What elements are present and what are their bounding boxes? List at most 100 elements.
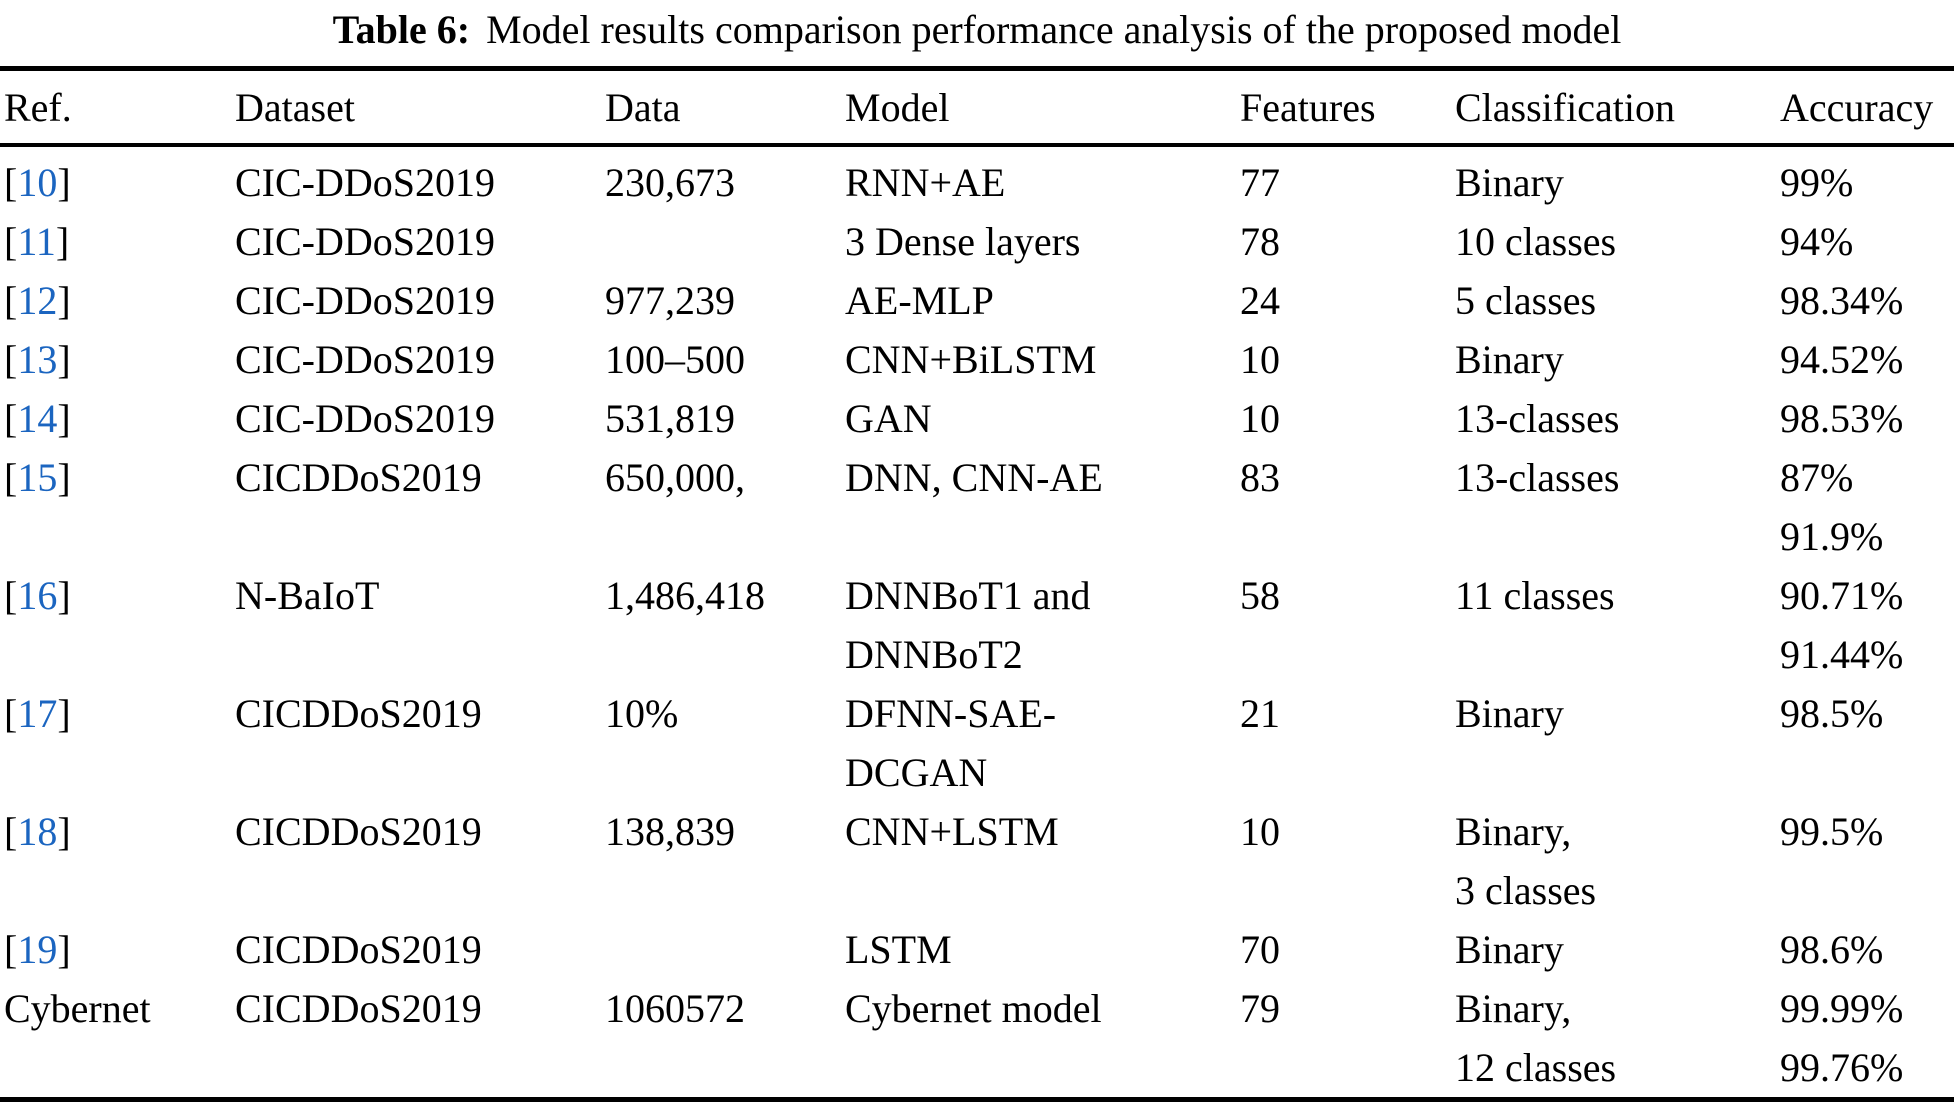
features-cell: 10	[1240, 396, 1280, 441]
classification-cell: Binary	[1455, 160, 1564, 205]
accuracy-cell: 94.52%	[1780, 337, 1904, 382]
classification-cell: Binary, 3 classes	[1455, 809, 1597, 913]
table-caption-label: Table 6:	[332, 7, 471, 52]
features-cell: 78	[1240, 219, 1280, 264]
column-header-accuracy: Accuracy	[1780, 68, 1954, 147]
accuracy-cell: 87% 91.9%	[1780, 455, 1884, 559]
bracket-open: [	[4, 691, 18, 736]
ref-link[interactable]: 12	[17, 278, 58, 323]
classification-cell: Binary	[1455, 927, 1564, 972]
table-row: [15] CICDDoS2019 650,000, DNN, CNN-AE 83 13-c…	[0, 448, 1954, 566]
data-cell: 1060572	[605, 986, 745, 1031]
ref-link[interactable]: 15	[17, 455, 58, 500]
ref-link[interactable]: 16	[17, 573, 58, 618]
features-cell: 58	[1240, 573, 1280, 618]
bracket-close: ]	[57, 927, 71, 972]
model-cell: 3 Dense layers	[845, 219, 1081, 264]
ref-link[interactable]: 17	[17, 691, 58, 736]
features-cell: 70	[1240, 927, 1280, 972]
table-row: [13] CIC-DDoS2019 100–500 CNN+BiLSTM 10 Binar…	[0, 330, 1954, 389]
ref-link[interactable]: 13	[17, 337, 58, 382]
table-row: [16] N-BaIoT 1,486,418 DNNBoT1 and DNNBoT2 5…	[0, 566, 1954, 684]
accuracy-cell: 94%	[1780, 219, 1854, 264]
bracket-open: [	[4, 396, 18, 441]
table-body: [10] CIC-DDoS2019 230,673 RNN+AE 77 Binary 99%…	[0, 145, 1954, 1100]
data-cell: 531,819	[605, 396, 735, 441]
ref-cell: [16]	[0, 566, 235, 684]
model-cell: CNN+BiLSTM	[845, 337, 1097, 382]
bracket-close: ]	[57, 573, 71, 618]
features-cell: 10	[1240, 809, 1280, 854]
classification-cell: 13-classes	[1455, 396, 1620, 441]
ref-link[interactable]: 10	[17, 160, 58, 205]
dataset-cell: CICDDoS2019	[235, 691, 482, 736]
model-cell: DNN, CNN-AE	[845, 455, 1103, 500]
ref-cell: [10]	[0, 145, 235, 212]
dataset-cell: CICDDoS2019	[235, 927, 482, 972]
accuracy-cell: 98.5%	[1780, 691, 1884, 736]
header-row: Ref. Dataset Data Model Features Classif…	[0, 68, 1954, 147]
column-header-features: Features	[1240, 68, 1455, 147]
classification-cell: 13-classes	[1455, 455, 1620, 500]
data-cell: 1,486,418	[605, 573, 765, 618]
ref-cell: [19]	[0, 920, 235, 979]
table-row: [12] CIC-DDoS2019 977,239 AE-MLP 24 5 classes…	[0, 271, 1954, 330]
data-cell: 977,239	[605, 278, 735, 323]
column-header-classification: Classification	[1455, 68, 1780, 147]
row-label: Cybernet	[4, 986, 151, 1031]
table-row: [11] CIC-DDoS2019 3 Dense layers 78 10 class…	[0, 212, 1954, 271]
bracket-open: [	[4, 455, 18, 500]
bracket-close: ]	[55, 219, 70, 264]
features-cell: 21	[1240, 691, 1280, 736]
data-cell: 650,000,	[605, 455, 745, 500]
dataset-cell: CIC-DDoS2019	[235, 278, 496, 323]
ref-cell: [14]	[0, 389, 235, 448]
bracket-open: [	[4, 160, 18, 205]
column-header-dataset: Dataset	[235, 68, 605, 147]
dataset-cell: N-BaIoT	[235, 573, 380, 618]
dataset-cell: CICDDoS2019	[235, 809, 482, 854]
ref-link[interactable]: 14	[17, 396, 58, 441]
accuracy-cell: 98.6%	[1780, 927, 1884, 972]
dataset-cell: CIC-DDoS2019	[235, 219, 496, 264]
dataset-cell: CIC-DDoS2019	[235, 337, 496, 382]
bracket-open: [	[4, 337, 18, 382]
ref-cell: Cybernet	[0, 979, 235, 1100]
classification-cell: 5 classes	[1455, 278, 1597, 323]
column-header-data: Data	[605, 68, 845, 147]
features-cell: 77	[1240, 160, 1280, 205]
data-cell: 230,673	[605, 160, 735, 205]
table-row: [18] CICDDoS2019 138,839 CNN+LSTM 10 Binary, …	[0, 802, 1954, 920]
bracket-close: ]	[57, 160, 71, 205]
bracket-close: ]	[57, 691, 71, 736]
column-header-model: Model	[845, 68, 1240, 147]
ref-link[interactable]: 18	[17, 809, 58, 854]
bracket-open: [	[4, 927, 18, 972]
table-row: [10] CIC-DDoS2019 230,673 RNN+AE 77 Binary 99%	[0, 145, 1954, 212]
classification-cell: 10 classes	[1455, 219, 1617, 264]
model-cell: DFNN-SAE- DCGAN	[845, 691, 1057, 795]
table-row: [19] CICDDoS2019 LSTM 70 Binary 98.6%	[0, 920, 1954, 979]
data-cell: 100–500	[605, 337, 745, 382]
classification-cell: Binary, 12 classes	[1455, 986, 1617, 1090]
accuracy-cell: 98.53%	[1780, 396, 1904, 441]
model-cell: DNNBoT1 and DNNBoT2	[845, 573, 1091, 677]
results-table: Ref. Dataset Data Model Features Classif…	[0, 66, 1954, 1102]
ref-link[interactable]: 19	[17, 927, 58, 972]
bracket-open: [	[4, 809, 18, 854]
ref-cell: [11]	[0, 212, 235, 271]
data-cell: 10%	[605, 691, 679, 736]
dataset-cell: CIC-DDoS2019	[235, 396, 496, 441]
data-cell	[605, 920, 845, 979]
classification-cell: Binary	[1455, 337, 1564, 382]
dataset-cell: CICDDoS2019	[235, 986, 482, 1031]
classification-cell: 11 classes	[1455, 573, 1615, 618]
model-cell: GAN	[845, 396, 932, 441]
ref-cell: [15]	[0, 448, 235, 566]
ref-cell: [12]	[0, 271, 235, 330]
model-cell: AE-MLP	[845, 278, 994, 323]
ref-cell: [18]	[0, 802, 235, 920]
ref-link[interactable]: 11	[17, 219, 56, 264]
accuracy-cell: 99.5%	[1780, 809, 1884, 854]
model-cell: LSTM	[845, 927, 952, 972]
